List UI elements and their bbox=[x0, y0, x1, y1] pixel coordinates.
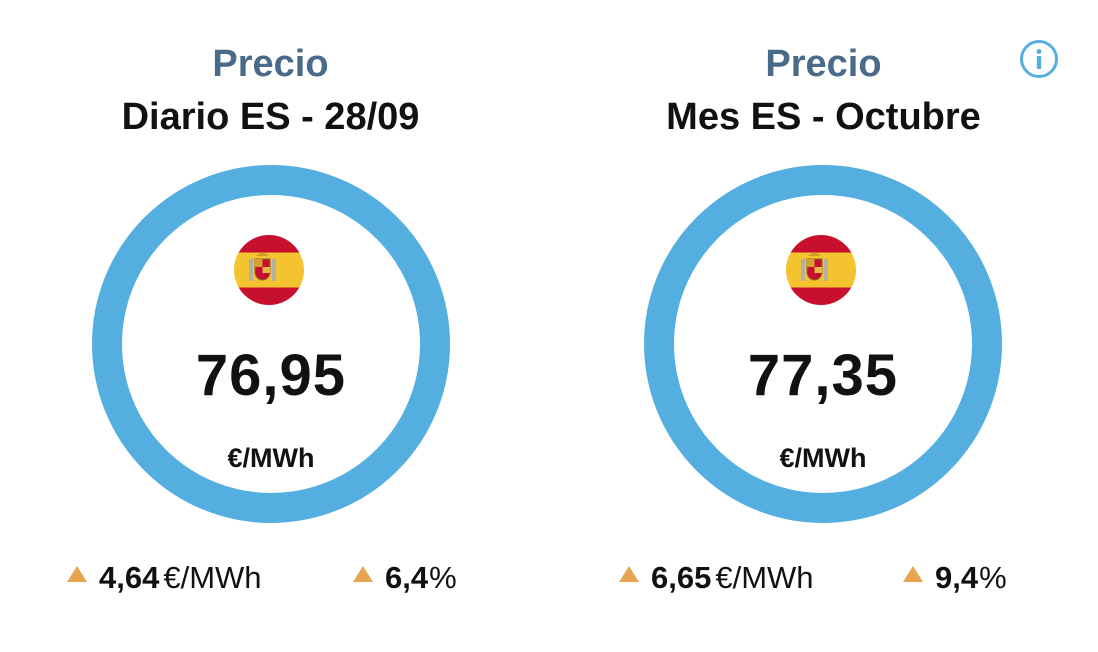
change-percent-value: 6,4 bbox=[385, 560, 429, 595]
arrow-up-icon bbox=[619, 566, 639, 582]
price-unit: €/MWh bbox=[779, 443, 867, 473]
change-stats: 4,64 €/MWh 6,4% bbox=[67, 556, 487, 600]
card-subtitle: Diario ES - 28/09 bbox=[121, 96, 420, 138]
price-ring: 76,95 €/MWh bbox=[92, 165, 450, 523]
card-subtitle: Mes ES - Octubre bbox=[666, 96, 981, 138]
price-unit: €/MWh bbox=[227, 443, 315, 473]
change-percent-unit: % bbox=[979, 560, 1007, 595]
arrow-up-icon bbox=[903, 566, 923, 582]
change-percent: 6,4% bbox=[353, 556, 457, 600]
change-absolute-unit: €/MWh bbox=[715, 560, 814, 595]
change-percent: 9,4% bbox=[903, 556, 1007, 600]
card-title: Precio bbox=[765, 43, 882, 85]
change-absolute-value: 4,64 bbox=[99, 560, 160, 595]
price-value: 77,35 bbox=[747, 343, 899, 408]
change-percent-unit: % bbox=[429, 560, 457, 595]
change-absolute: 4,64 €/MWh bbox=[67, 556, 262, 600]
info-circle-icon[interactable] bbox=[1019, 39, 1059, 79]
spain-flag-icon bbox=[786, 235, 856, 305]
change-stats: 6,65 €/MWh 9,4% bbox=[619, 556, 1039, 600]
change-absolute-value: 6,65 bbox=[651, 560, 712, 595]
price-value: 76,95 bbox=[195, 343, 347, 408]
change-absolute-unit: €/MWh bbox=[163, 560, 262, 595]
change-percent-value: 9,4 bbox=[935, 560, 979, 595]
price-ring: 77,35 €/MWh bbox=[644, 165, 1002, 523]
price-card-daily: Precio Diario ES - 28/09 76,95 €/MWh 4,6… bbox=[67, 43, 487, 600]
card-title: Precio bbox=[212, 43, 329, 85]
price-card-monthly: Precio Mes ES - Octubre 77,35 €/MWh 6,65… bbox=[549, 0, 1098, 652]
arrow-up-icon bbox=[353, 566, 373, 582]
change-absolute: 6,65 €/MWh bbox=[619, 556, 814, 600]
spain-flag-icon bbox=[234, 235, 304, 305]
arrow-up-icon bbox=[67, 566, 87, 582]
